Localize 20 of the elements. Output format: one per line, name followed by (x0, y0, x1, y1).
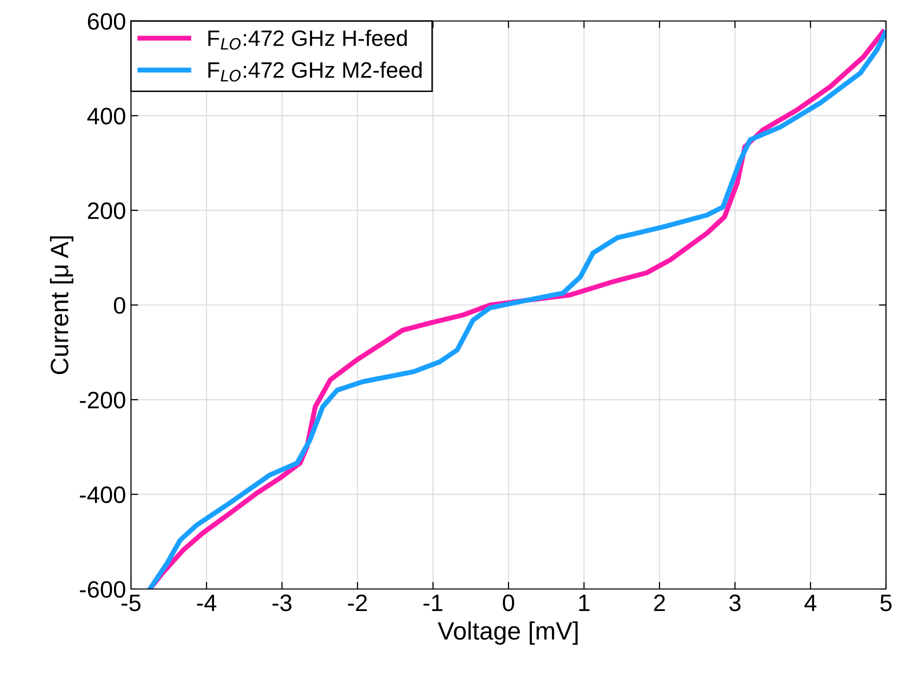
x-tick-label: -2 (348, 594, 367, 611)
x-tick-label: -1 (424, 594, 442, 611)
x-tick-label: 5 (880, 594, 892, 612)
x-tick-label: 4 (804, 594, 816, 611)
x-tick-label: 1 (579, 594, 590, 611)
y-tick-label: 400 (87, 108, 126, 124)
y-tick-label: 600 (88, 13, 126, 30)
legend-label: F$_{LO}$:472 GHz M2-feed (208, 62, 422, 82)
x-axis-title: Voltage [mV] (438, 621, 578, 645)
y-axis-title: Current [μ A] (50, 236, 74, 374)
x-tick-label: 3 (729, 594, 741, 612)
y-tick-label: -200 (80, 392, 126, 408)
x-tick-label: -3 (272, 594, 292, 612)
x-tick-label: 2 (654, 594, 665, 611)
y-tick-label: 0 (114, 297, 126, 314)
x-tick-label: -4 (197, 594, 216, 611)
y-tick-label: -400 (80, 486, 126, 504)
x-tick-label: 0 (502, 594, 514, 612)
y-tick-label: 200 (88, 202, 126, 220)
legend-label: F$_{LO}$:472 GHz H-feed (208, 30, 407, 50)
